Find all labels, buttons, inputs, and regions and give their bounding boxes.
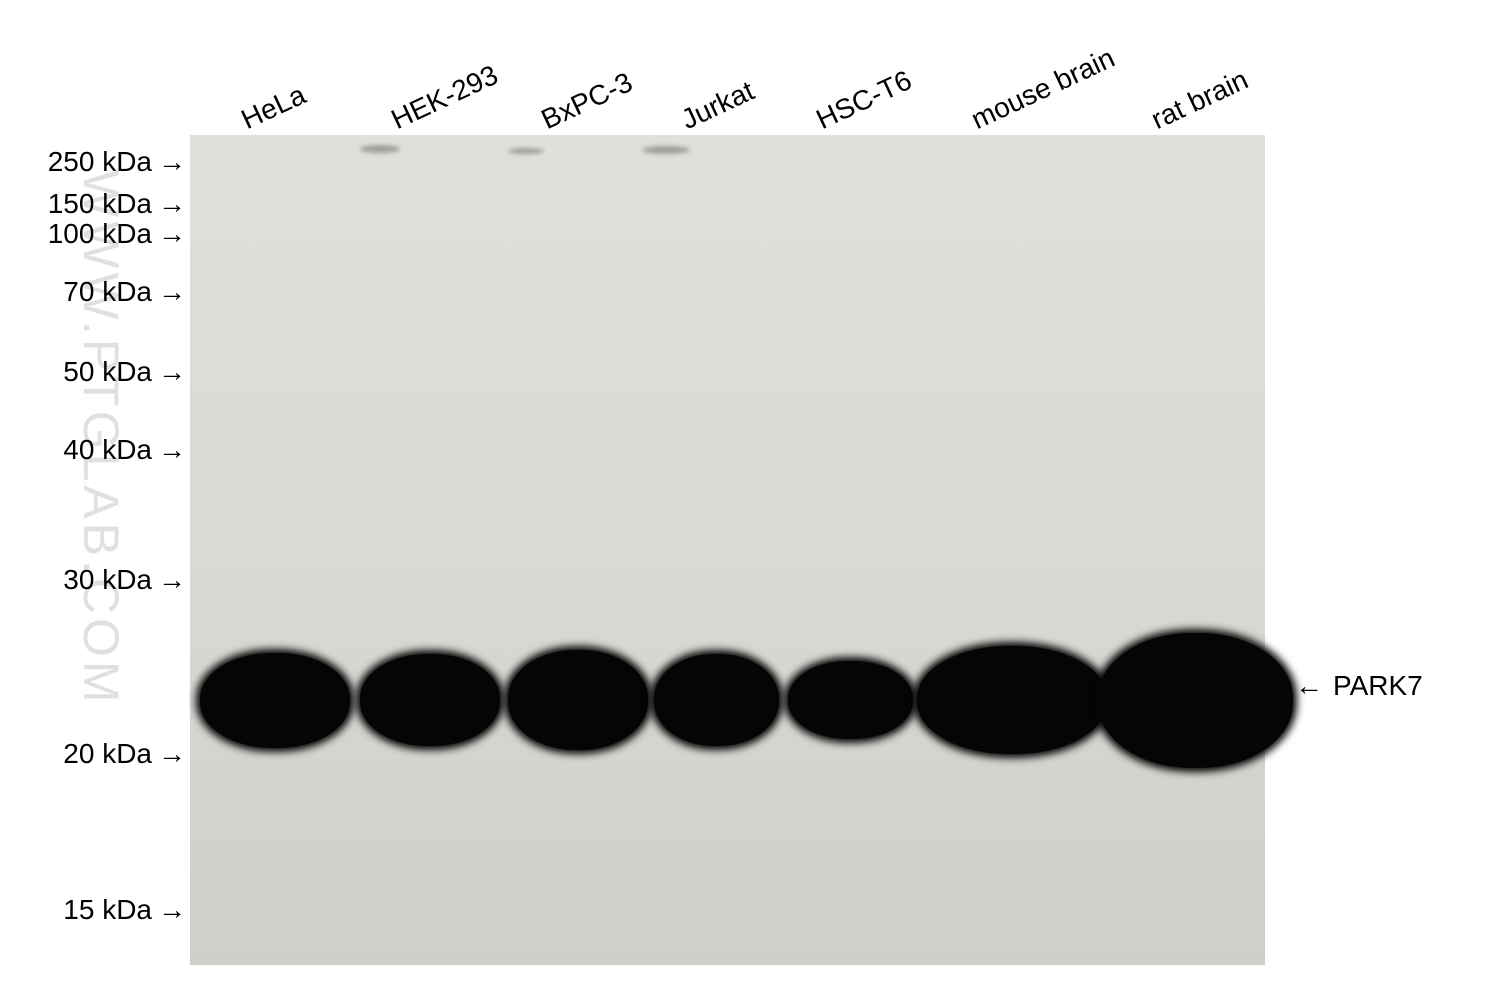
mw-marker-label: 250 kDa	[48, 146, 152, 178]
mw-marker-label: 15 kDa	[63, 894, 152, 926]
mw-marker-label: 100 kDa	[48, 218, 152, 250]
lane-label: Jurkat	[676, 75, 759, 136]
arrow-right-icon: →	[158, 146, 186, 178]
arrow-right-icon: →	[158, 218, 186, 250]
mw-marker-label: 70 kDa	[63, 276, 152, 308]
lane-label: BxPC-3	[536, 66, 637, 136]
mw-marker-label: 150 kDa	[48, 188, 152, 220]
mw-marker-label: 20 kDa	[63, 738, 152, 770]
arrow-right-icon: →	[158, 894, 186, 926]
lane-label: HSC-T6	[811, 64, 916, 136]
mw-marker: 30 kDa→	[0, 564, 186, 596]
western-blot-figure: WWW.PTGLAB.COM 250 kDa→150 kDa→100 kDa→7…	[0, 0, 1500, 1000]
mw-marker: 100 kDa→	[0, 218, 186, 250]
band	[360, 654, 500, 746]
mw-marker-label: 30 kDa	[63, 564, 152, 596]
artifact	[508, 148, 544, 154]
arrow-right-icon: →	[158, 276, 186, 308]
lane-label: HeLa	[236, 79, 310, 136]
artifact	[642, 146, 690, 154]
band	[654, 654, 779, 746]
mw-marker: 50 kDa→	[0, 356, 186, 388]
arrow-right-icon: →	[158, 434, 186, 466]
arrow-left-icon: ←	[1295, 670, 1323, 702]
arrow-right-icon: →	[158, 564, 186, 596]
mw-marker-label: 40 kDa	[63, 434, 152, 466]
band	[200, 653, 350, 748]
arrow-right-icon: →	[158, 356, 186, 388]
artifact	[360, 145, 400, 153]
band	[788, 661, 913, 739]
arrow-right-icon: →	[158, 188, 186, 220]
mw-marker: 250 kDa→	[0, 146, 186, 178]
lane-label: mouse brain	[966, 42, 1119, 136]
mw-marker: 20 kDa→	[0, 738, 186, 770]
mw-marker: 15 kDa→	[0, 894, 186, 926]
target-label: ← PARK7	[1295, 670, 1423, 702]
target-name: PARK7	[1333, 670, 1423, 702]
band	[1098, 633, 1293, 768]
band	[508, 650, 648, 750]
arrow-right-icon: →	[158, 738, 186, 770]
blot-membrane	[190, 135, 1265, 965]
mw-marker: 40 kDa→	[0, 434, 186, 466]
band	[917, 646, 1107, 754]
lane-label: rat brain	[1146, 64, 1253, 136]
mw-marker-label: 50 kDa	[63, 356, 152, 388]
lane-label: HEK-293	[386, 59, 503, 136]
mw-marker: 70 kDa→	[0, 276, 186, 308]
mw-marker: 150 kDa→	[0, 188, 186, 220]
